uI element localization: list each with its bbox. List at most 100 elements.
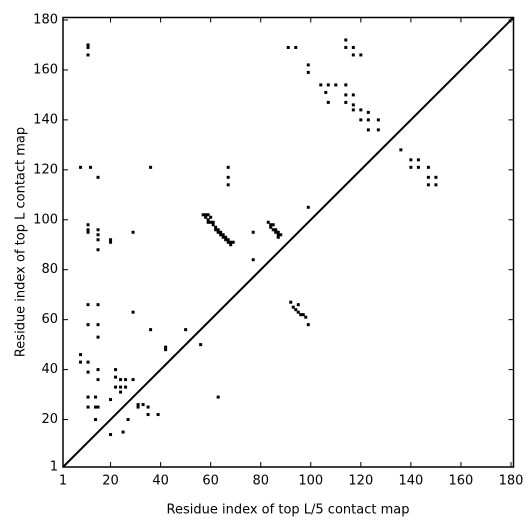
contact [96, 248, 100, 252]
contact [271, 223, 275, 227]
contact [89, 165, 93, 169]
contact [86, 43, 90, 47]
x-tick-label: 20 [102, 474, 119, 489]
contact [96, 405, 100, 409]
contact [204, 215, 208, 219]
contact [351, 93, 355, 97]
contact [226, 165, 230, 169]
contact [224, 235, 228, 239]
contact [296, 303, 300, 307]
contact [294, 45, 298, 49]
contact [79, 360, 83, 364]
contact [136, 405, 140, 409]
contact [79, 353, 83, 357]
contact [86, 45, 90, 49]
contact [376, 128, 380, 132]
contact [131, 230, 135, 234]
contact [269, 225, 273, 229]
contact [96, 323, 100, 327]
contact [306, 323, 310, 327]
contact [326, 100, 330, 104]
contact [109, 238, 113, 242]
contact [211, 223, 215, 227]
contact [119, 378, 123, 382]
contact [211, 220, 215, 224]
contact [416, 158, 420, 162]
diagonal [62, 16, 515, 468]
contact [216, 230, 220, 234]
x-tick-label: 120 [348, 474, 373, 489]
contact [219, 233, 223, 237]
contact [86, 230, 90, 234]
y-tick-label: 60 [41, 312, 58, 327]
x-axis-label: Residue index of top L/5 contact map [167, 503, 410, 518]
contact [86, 360, 90, 364]
contact [96, 238, 100, 242]
contact [344, 100, 348, 104]
y-axis-label: Residue index of top L contact map [14, 127, 29, 357]
y-tick-label: 20 [41, 412, 58, 427]
contact [416, 165, 420, 169]
contact [426, 175, 430, 179]
contact [146, 413, 150, 417]
contact [109, 398, 113, 402]
contact [351, 45, 355, 49]
contact [86, 53, 90, 57]
contact [286, 45, 290, 49]
contact [344, 45, 348, 49]
contact [226, 183, 230, 187]
contact [351, 108, 355, 112]
contact [221, 233, 225, 237]
contact [86, 405, 90, 409]
y-tick-label: 140 [33, 112, 58, 127]
contact [351, 53, 355, 57]
contact [124, 385, 128, 389]
contact [136, 403, 140, 407]
contact [216, 228, 220, 232]
contact [94, 405, 98, 409]
contact [274, 228, 278, 232]
contact [109, 433, 113, 437]
contact [96, 233, 100, 237]
contact [434, 175, 438, 179]
contact [219, 230, 223, 234]
contact [206, 220, 210, 224]
contact [79, 165, 83, 169]
contact [86, 228, 90, 232]
contact [114, 385, 118, 389]
contact [94, 395, 98, 399]
contact [204, 213, 208, 217]
contact [119, 385, 123, 389]
y-tick-label: 40 [41, 362, 58, 377]
contact [324, 90, 328, 94]
contact [96, 368, 100, 372]
contact [131, 310, 135, 314]
contact [141, 403, 145, 407]
y-tick-label: 120 [33, 162, 58, 177]
contact [279, 233, 283, 237]
contact [351, 103, 355, 107]
contact [96, 378, 100, 382]
contact [96, 228, 100, 232]
contact [221, 235, 225, 239]
contact [229, 243, 233, 247]
contact [209, 220, 213, 224]
contact [426, 165, 430, 169]
x-tick-label: 160 [449, 474, 474, 489]
contact [206, 213, 210, 217]
y-tick-label: 1 [50, 460, 58, 475]
contact [149, 328, 153, 332]
contact [366, 110, 370, 114]
contact [251, 230, 255, 234]
contact [119, 390, 123, 394]
contact [299, 313, 303, 317]
contact [334, 83, 338, 87]
contact [164, 348, 168, 352]
contact [319, 83, 323, 87]
contact [269, 223, 273, 227]
contact [231, 240, 235, 244]
contact [121, 430, 125, 434]
y-tick-label: 180 [33, 12, 58, 27]
contact [114, 375, 118, 379]
contact [276, 233, 280, 237]
